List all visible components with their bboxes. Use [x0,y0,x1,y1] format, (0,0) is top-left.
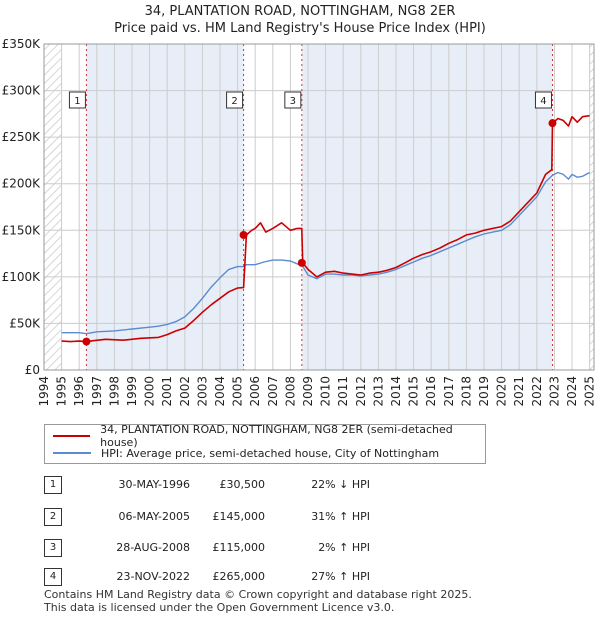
y-tick-label: £250K [2,130,42,144]
x-tick-label: 1998 [107,376,121,407]
x-tick-label: 2008 [283,376,297,407]
y-tick-label: £350K [2,37,42,51]
x-tick-label: 2006 [248,376,262,407]
x-tick-label: 2015 [407,376,421,407]
sale-label-box [534,91,552,109]
transaction-hpi-diff: 27% ↑ HPI [311,570,370,583]
footer-copyright: Contains HM Land Registry data © Crown c… [44,588,472,601]
x-tick-label: 2011 [336,376,350,407]
plot-frame [43,43,595,371]
y-tick-label: £0 [25,363,40,377]
x-tick-label: 2000 [143,376,157,407]
transaction-number: 3 [44,539,62,557]
x-tick-label: 1994 [37,376,51,407]
transaction-date: 28-AUG-2008 [116,541,190,554]
transaction-price: £145,000 [212,510,266,523]
legend-item-property: 34, PLANTATION ROAD, NOTTINGHAM, NG8 2ER… [53,423,485,449]
transaction-date: 06-MAY-2005 [118,510,190,523]
x-tick-label: 1999 [125,376,139,407]
legend-swatch-property [53,435,91,437]
transaction-date: 23-NOV-2022 [116,570,190,583]
x-tick-label: 2003 [195,376,209,407]
x-tick-label: 1995 [55,376,69,407]
x-tick-label: 2004 [213,376,227,407]
footer-licence: This data is licensed under the Open Gov… [44,601,395,614]
hatched-span [589,44,594,370]
y-tick-label: £200K [2,177,42,191]
sale-label-box [226,91,244,109]
legend-swatch-hpi [53,452,91,454]
legend-label-hpi: HPI: Average price, semi-detached house,… [101,446,440,460]
y-tick-label: £300K [2,84,42,98]
transaction-hpi-diff: 22% ↓ HPI [311,478,370,491]
sale-label: 4 [540,96,546,107]
sale-point [82,337,91,346]
transaction-number: 1 [44,476,62,494]
transaction-price: £30,500 [219,478,266,491]
x-tick-label: 2023 [547,376,561,407]
chart-legend: 34, PLANTATION ROAD, NOTTINGHAM, NG8 2ER… [44,423,486,464]
y-tick-label: £50K [9,316,41,330]
x-tick-label: 2001 [160,376,174,407]
transaction-row: 3 28-AUG-2008 £115,000 2% ↑ HPI [0,539,600,559]
sale-label-box [68,91,86,109]
sale-point [297,258,306,267]
x-tick-label: 2017 [442,376,456,407]
x-tick-label: 2020 [495,376,509,407]
transaction-row: 1 30-MAY-1996 £30,500 22% ↓ HPI [0,476,600,496]
x-tick-label: 2024 [565,376,579,407]
transaction-price: £265,000 [212,570,266,583]
x-tick-label: 2018 [459,376,473,407]
shaded-span [86,44,244,370]
shaded-span [301,44,553,370]
legend-item-hpi: HPI: Average price, semi-detached house,… [53,445,439,461]
sale-label: 2 [231,96,237,107]
transaction-price: £115,000 [212,541,266,554]
x-tick-label: 2014 [389,376,403,407]
transaction-hpi-diff: 2% ↑ HPI [318,541,370,554]
transaction-number: 4 [44,568,62,586]
footer-note: Contains HM Land Registry data © Crown c… [44,588,472,614]
x-tick-label: 2021 [512,376,526,407]
x-tick-label: 1997 [90,376,104,407]
x-tick-label: 2013 [371,376,385,407]
sale-label: 1 [74,96,80,107]
sale-point [548,119,557,128]
transaction-number: 2 [44,508,62,526]
sale-point [239,230,248,239]
legend-label-property: 34, PLANTATION ROAD, NOTTINGHAM, NG8 2ER… [100,423,453,449]
x-tick-label: 1996 [72,376,86,407]
x-tick-label: 2019 [477,376,491,407]
hatched-span [44,44,62,370]
x-tick-label: 2005 [231,376,245,407]
x-tick-label: 2002 [178,376,192,407]
sale-label: 3 [290,96,296,107]
chart-title: 34, PLANTATION ROAD, NOTTINGHAM, NG8 2ER [144,4,456,19]
x-tick-label: 2025 [583,376,597,407]
x-tick-label: 2010 [319,376,333,407]
transaction-hpi-diff: 31% ↑ HPI [311,510,370,523]
transaction-date: 30-MAY-1996 [118,478,190,491]
transaction-row: 4 23-NOV-2022 £265,000 27% ↑ HPI [0,568,600,588]
x-tick-label: 2007 [266,376,280,407]
chart-subtitle: Price paid vs. HM Land Registry's House … [114,21,486,36]
x-tick-label: 2012 [354,376,368,407]
y-tick-label: £150K [2,223,42,237]
x-tick-label: 2022 [530,376,544,407]
hpi-line [61,171,590,335]
y-tick-label: £100K [2,270,42,284]
property-price-line [61,114,590,343]
price-chart: 1 2 3 4 £0 £50K £100K £150K £200K £250K £300K £350… [2,37,597,407]
x-tick-label: 2009 [301,376,315,407]
transaction-row: 2 06-MAY-2005 £145,000 31% ↑ HPI [0,508,600,528]
x-tick-label: 2016 [424,376,438,407]
sale-label-box [284,91,302,109]
